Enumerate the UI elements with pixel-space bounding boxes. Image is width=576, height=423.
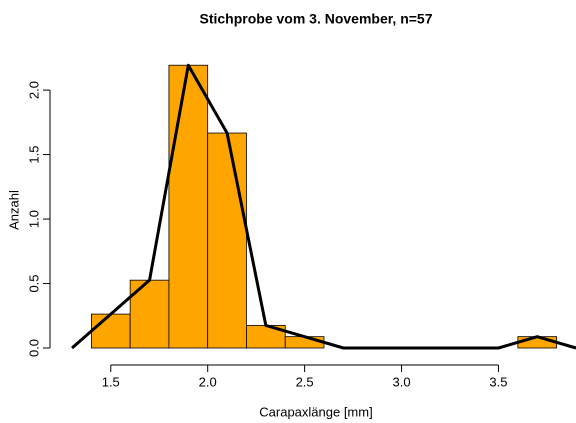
- y-tick-label: 0.5: [26, 274, 41, 292]
- bar: [90, 313, 131, 349]
- chart-title: Stichprobe vom 3. November, n=57: [199, 11, 432, 27]
- y-tick-label: 0.0: [26, 339, 41, 357]
- bar: [284, 336, 325, 349]
- y-tick-label: 1.0: [26, 210, 41, 228]
- bar: [207, 132, 247, 349]
- x-tick-label: 1.5: [102, 374, 120, 389]
- y-tick-label: 1.5: [26, 146, 41, 164]
- frequency-polygon: [71, 63, 576, 350]
- x-tick-label: 3.0: [392, 374, 410, 389]
- x-tick-label: 2.5: [296, 374, 314, 389]
- x-tick-label: 2.0: [199, 374, 217, 389]
- bar: [517, 336, 558, 349]
- y-axis-label: Anzahl: [6, 190, 21, 230]
- bar: [168, 64, 209, 349]
- x-axis-label: Carapaxlänge [mm]: [259, 404, 372, 419]
- y-tick-label: 2.0: [26, 81, 41, 99]
- x-tick-label: 3.5: [489, 374, 507, 389]
